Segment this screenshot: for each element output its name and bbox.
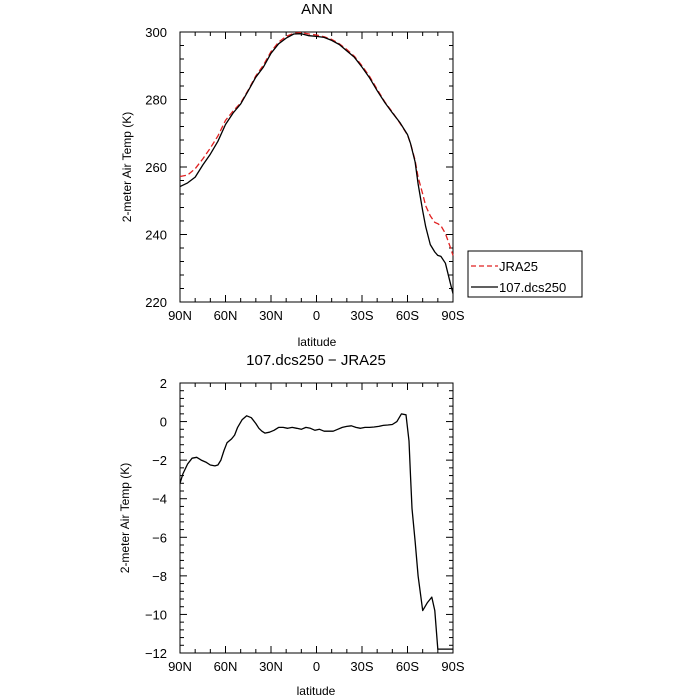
plot-frame xyxy=(179,382,454,654)
y-tick-label: −6 xyxy=(152,530,167,545)
legend: JRA25 107.dcs250 xyxy=(467,250,583,298)
y-tick-label: 260 xyxy=(145,160,167,175)
series-line-107-dcs250 xyxy=(179,33,454,294)
x-tick-label: 60N xyxy=(214,659,238,674)
plot-frame xyxy=(179,31,454,303)
y-tick-label: 220 xyxy=(145,295,167,310)
x-tick-label: 60N xyxy=(214,308,238,323)
y-axis-label: 2-meter Air Temp (K) xyxy=(120,112,134,222)
y-tick-label: −2 xyxy=(152,453,167,468)
y-tick-label: −10 xyxy=(145,607,167,622)
y-axis-label: 2-meter Air Temp (K) xyxy=(118,463,132,573)
x-tick-label: 0 xyxy=(313,308,320,323)
y-tick-label: −12 xyxy=(145,646,167,661)
series-line-difference xyxy=(179,413,453,650)
x-tick-label: 30N xyxy=(259,659,283,674)
y-tick-label: −8 xyxy=(152,569,167,584)
plot-title: 107.dcs250 − JRA25 xyxy=(246,352,386,369)
y-tick-label: 0 xyxy=(160,415,167,430)
x-tick-label: 90N xyxy=(168,308,192,323)
legend-label-jra25: JRA25 xyxy=(499,259,538,274)
legend-box xyxy=(467,250,583,298)
x-tick-label: 60S xyxy=(396,659,419,674)
plot-title: ANN xyxy=(301,1,333,18)
x-tick-label: 0 xyxy=(313,659,320,674)
x-tick-label: 30N xyxy=(259,308,283,323)
legend-label-107-dcs250: 107.dcs250 xyxy=(499,280,566,295)
y-tick-label: −4 xyxy=(152,492,167,507)
x-tick-label: 60S xyxy=(396,308,419,323)
y-tick-label: 240 xyxy=(145,228,167,243)
x-tick-label: 90S xyxy=(441,308,464,323)
temperature-plot: ANN 90N 60N 30N 0 30S 60S 90S 220 240 260 280 300 l… xyxy=(120,1,465,349)
x-tick-label: 90N xyxy=(168,659,192,674)
y-tick-label: 280 xyxy=(145,93,167,108)
y-tick-label: 300 xyxy=(145,25,167,40)
x-tick-label: 90S xyxy=(441,659,464,674)
x-axis-label: latitude xyxy=(298,335,337,349)
x-tick-label: 30S xyxy=(350,659,373,674)
y-tick-label: 2 xyxy=(160,376,167,391)
difference-plot: 107.dcs250 − JRA25 90N 60N 30N 0 30S 60S 90S −1… xyxy=(118,352,465,698)
series-line-jra25 xyxy=(179,32,454,256)
x-axis-label: latitude xyxy=(297,684,336,698)
x-tick-label: 30S xyxy=(350,308,373,323)
